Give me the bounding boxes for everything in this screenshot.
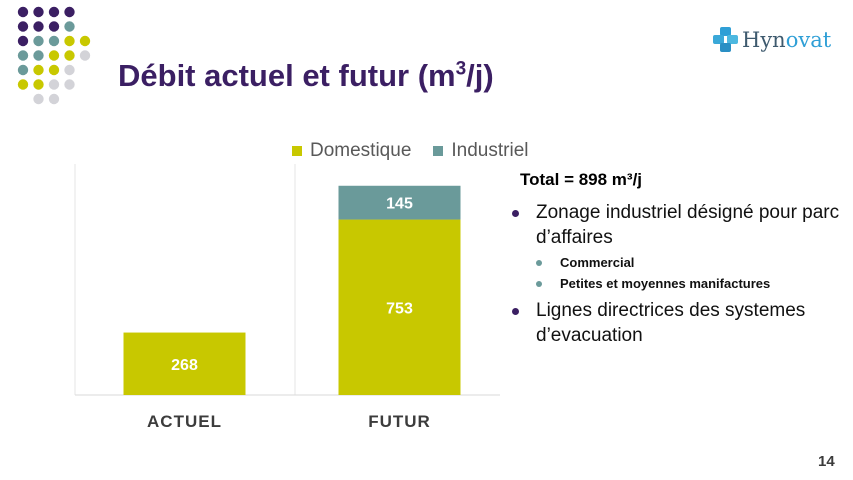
logo-text: Hynovat bbox=[742, 28, 832, 52]
sub-bullet-commercial: Commercial bbox=[506, 255, 846, 271]
decorative-dot bbox=[64, 64, 75, 76]
decorative-dot bbox=[17, 35, 29, 47]
decorative-dot bbox=[48, 64, 60, 76]
decorative-dot bbox=[64, 35, 75, 47]
decorative-dot bbox=[48, 79, 60, 90]
bullet-list: Zonage industriel désigné pour parc d’af… bbox=[506, 200, 846, 348]
decorative-dot bbox=[33, 6, 44, 18]
data-label-industriel-futur: 145 bbox=[386, 196, 413, 213]
decorative-dot bbox=[48, 50, 60, 61]
bullet-lignes-directrices: Lignes directrices des systemes d’evacua… bbox=[506, 298, 846, 348]
data-label-domestique-futur: 753 bbox=[386, 300, 413, 317]
category-label-futur: FUTUR bbox=[368, 412, 431, 431]
total-label: Total = 898 m³/j bbox=[520, 170, 643, 189]
decorative-dot bbox=[79, 50, 91, 61]
page-number: 14 bbox=[818, 453, 835, 470]
decorative-dot bbox=[48, 35, 60, 47]
decorative-dot-grid bbox=[17, 6, 91, 105]
decorative-dot bbox=[17, 21, 29, 32]
bar-domestique-futur bbox=[338, 219, 461, 395]
page-title: Débit actuel et futur (m3/j) bbox=[118, 58, 494, 93]
stacked-bar-chart: 268 ACTUEL 753 145 FUTUR bbox=[74, 164, 500, 431]
decorative-dot bbox=[17, 6, 29, 18]
legend-item-industriel: Industriel bbox=[433, 140, 529, 162]
legend-label-industriel: Industriel bbox=[451, 140, 529, 161]
hynovat-logo: Hynovat bbox=[712, 24, 844, 58]
decorative-dot bbox=[17, 64, 29, 76]
decorative-dot bbox=[48, 21, 60, 32]
decorative-dot bbox=[64, 79, 75, 90]
decorative-dot bbox=[17, 79, 29, 90]
bullet-zonage: Zonage industriel désigné pour parc d’af… bbox=[506, 200, 846, 250]
legend-swatch-domestique bbox=[292, 146, 302, 156]
decorative-dot bbox=[33, 79, 44, 90]
category-label-actuel: ACTUEL bbox=[147, 412, 222, 431]
decorative-dot bbox=[33, 93, 44, 105]
legend-label-domestique: Domestique bbox=[310, 140, 412, 161]
decorative-dot bbox=[64, 50, 75, 61]
sub-bullet-pme: Petites et moyennes manifactures bbox=[506, 276, 846, 292]
decorative-dot bbox=[64, 21, 75, 32]
decorative-dot bbox=[79, 35, 91, 47]
decorative-dot bbox=[17, 50, 29, 61]
legend-swatch-industriel bbox=[433, 146, 444, 156]
data-label-domestique-actuel: 268 bbox=[171, 357, 198, 374]
chart-legend: Domestique Industriel bbox=[292, 140, 529, 162]
legend-item-domestique: Domestique bbox=[292, 140, 411, 162]
bar-industriel-futur bbox=[338, 185, 461, 220]
decorative-dot bbox=[33, 50, 44, 61]
decorative-dot bbox=[33, 35, 44, 47]
bar-domestique-actuel bbox=[123, 332, 246, 395]
decorative-dot bbox=[48, 6, 60, 18]
decorative-dot bbox=[33, 21, 44, 32]
decorative-dot bbox=[64, 6, 75, 18]
decorative-dot bbox=[33, 64, 44, 76]
decorative-dot bbox=[48, 93, 60, 105]
logo-mark-icon bbox=[713, 27, 738, 52]
